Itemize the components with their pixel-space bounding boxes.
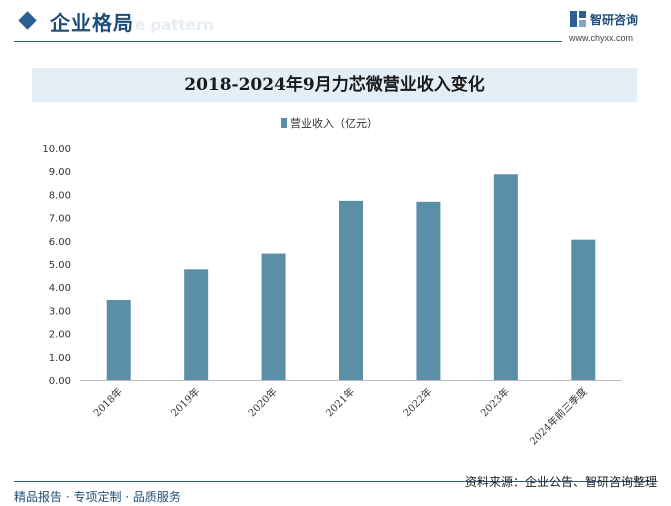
y-tick-label: 2.00 — [49, 330, 71, 341]
section-subtitle: e pattern — [135, 16, 214, 34]
y-tick-label: 0.00 — [49, 376, 71, 387]
y-tick-label: 3.00 — [49, 306, 71, 317]
logo-url: www.chyxx.com — [569, 33, 634, 43]
brand-logo: 智研咨询 www.chyxx.com — [569, 9, 665, 45]
x-category-label: 2021年 — [323, 385, 357, 419]
bar — [261, 253, 286, 380]
logo-icon — [570, 11, 586, 27]
chart-title-box: 2018-2024年9月力芯微营业收入变化 — [32, 68, 637, 102]
y-tick-label: 4.00 — [49, 283, 71, 294]
x-category-label: 2023年 — [478, 385, 512, 419]
y-tick-label: 1.00 — [49, 353, 71, 364]
y-tick-label: 6.00 — [49, 237, 71, 248]
x-category-label: 2024年前三季度 — [527, 385, 590, 448]
footer-tagline: 精品报告 · 专项定制 · 品质服务 — [14, 490, 181, 504]
logo-name: 智研咨询 — [590, 13, 639, 27]
x-category-label: 2019年 — [168, 385, 202, 419]
section-title: 企业格局 — [50, 11, 134, 35]
legend-swatch — [281, 118, 287, 128]
bar — [339, 200, 363, 380]
y-tick-label: 5.00 — [49, 260, 71, 271]
x-category-label: 2020年 — [245, 385, 279, 419]
bar — [106, 299, 131, 380]
bar — [571, 239, 596, 380]
bar — [416, 201, 441, 380]
chart-title: 2018-2024年9月力芯微营业收入变化 — [184, 75, 485, 95]
x-category-label: 2022年 — [400, 385, 434, 419]
y-tick-label: 8.00 — [49, 190, 71, 201]
footer-divider — [14, 481, 658, 482]
bar — [184, 269, 209, 380]
header: e pattern 企业格局 智研咨询 www.chyxx.com — [0, 0, 671, 50]
source-note: 资料来源：企业公告、智研咨询整理 — [464, 475, 657, 489]
bar — [493, 174, 518, 380]
header-divider — [14, 41, 562, 42]
legend-label: 营业收入（亿元） — [290, 116, 378, 130]
y-tick-label: 7.00 — [49, 214, 71, 225]
y-tick-label: 10.00 — [42, 144, 71, 155]
y-tick-label: 9.00 — [49, 167, 71, 178]
x-category-label: 2018年 — [91, 385, 125, 419]
